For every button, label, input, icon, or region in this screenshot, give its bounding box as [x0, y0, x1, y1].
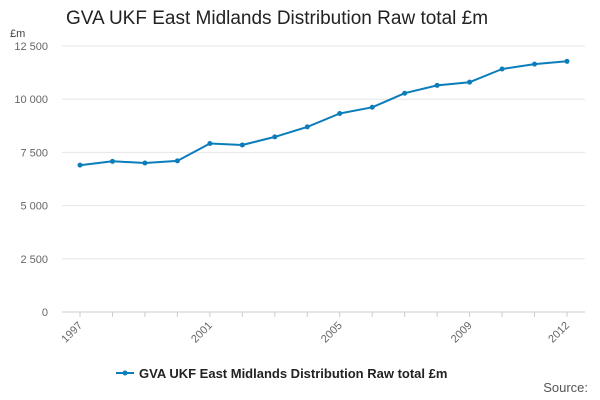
- x-tick-label: 1997: [59, 320, 85, 346]
- y-tick-label: 12 500: [14, 41, 48, 53]
- data-point: [272, 134, 278, 140]
- x-axis: 1997 2001 2005 2009 2012: [59, 312, 572, 345]
- data-point: [467, 79, 473, 85]
- x-tick-label: 2005: [319, 320, 345, 346]
- y-tick-label: 2 500: [20, 254, 48, 266]
- data-point: [499, 66, 505, 72]
- data-point: [532, 61, 538, 67]
- chart-title: GVA UKF East Midlands Distribution Raw t…: [66, 8, 489, 29]
- series-line: [79, 60, 568, 167]
- data-point: [109, 158, 115, 164]
- y-tick-label: 5 000: [20, 201, 48, 213]
- data-point: [207, 140, 213, 146]
- data-point: [564, 58, 570, 64]
- data-point: [142, 160, 148, 166]
- y-tick-label: 0: [42, 307, 48, 319]
- y-tick-label: 7 500: [20, 147, 48, 159]
- legend-label: GVA UKF East Midlands Distribution Raw t…: [139, 366, 447, 381]
- x-tick-label: 2012: [546, 320, 572, 346]
- gridlines: [62, 45, 585, 313]
- y-axis-unit-label: £m: [10, 28, 25, 40]
- data-point: [77, 162, 83, 168]
- x-tick-label: 2001: [189, 320, 215, 346]
- data-point: [174, 158, 180, 164]
- source-label[interactable]: Source:: [543, 380, 588, 395]
- y-axis: 0 2 500 5 000 7 500 10 000 12 500£m: [10, 28, 48, 319]
- data-point: [434, 82, 440, 88]
- data-point: [337, 110, 343, 116]
- data-point: [402, 90, 408, 96]
- legend: GVA UKF East Midlands Distribution Raw t…: [116, 366, 447, 381]
- x-tick-label: 2009: [449, 320, 475, 346]
- series-group: [77, 58, 570, 168]
- y-tick-label: 10 000: [14, 94, 48, 106]
- data-point: [304, 124, 310, 130]
- legend-marker: [122, 370, 128, 376]
- data-point: [239, 142, 245, 148]
- data-point: [369, 104, 375, 110]
